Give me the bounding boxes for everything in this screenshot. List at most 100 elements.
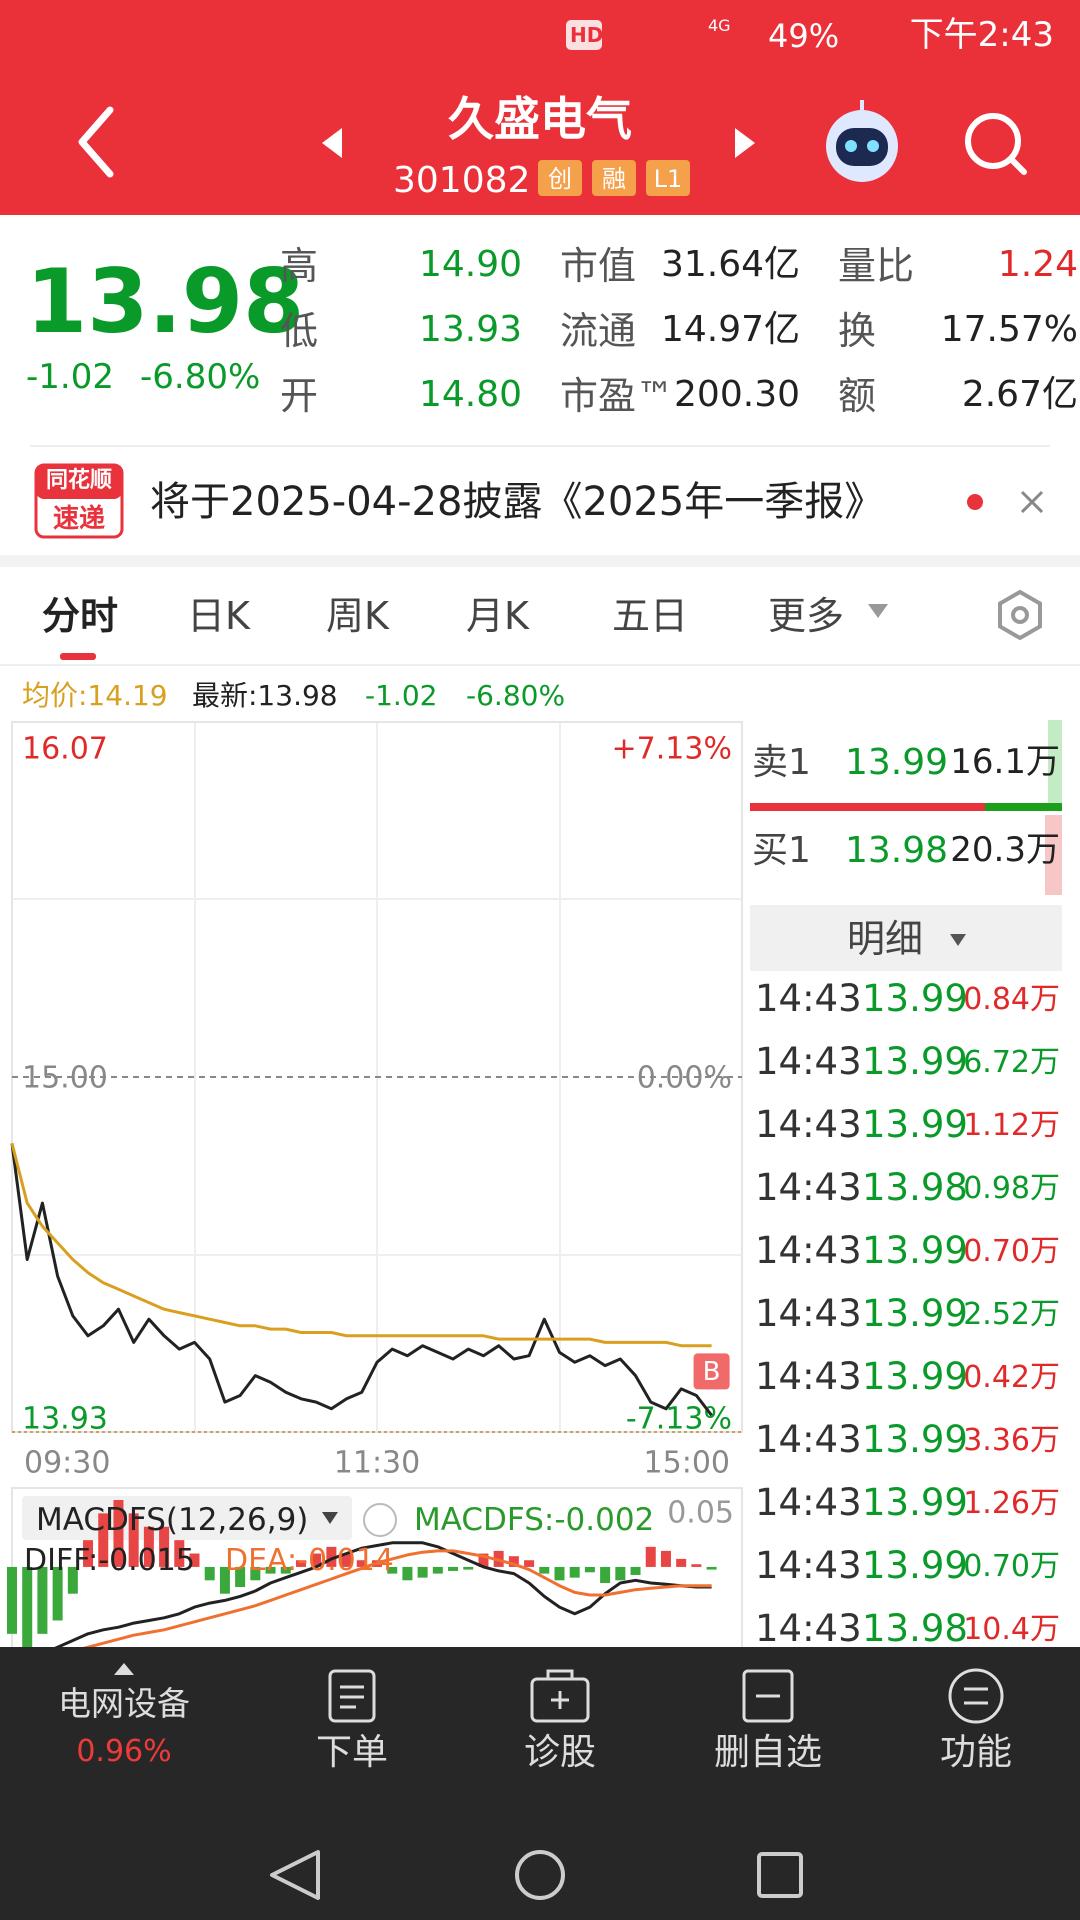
macd-bar [311, 1553, 322, 1567]
ask-depth [1048, 720, 1062, 804]
back-icon[interactable] [78, 106, 114, 178]
info-change-pct: -6.80% [466, 679, 566, 712]
unread-dot [967, 494, 983, 510]
macd-bar [448, 1566, 459, 1571]
trade-volume: 1.26万 [963, 1486, 1060, 1521]
macd-bar [52, 1566, 63, 1621]
function-icon[interactable] [948, 1668, 1004, 1724]
trade-price: 13.99 [862, 1040, 968, 1083]
macd-bar [219, 1566, 230, 1594]
trade-volume: 0.70万 [963, 1549, 1060, 1584]
macd-bar [676, 1558, 687, 1567]
sector-arrow[interactable] [114, 1663, 134, 1675]
price-change: -1.02 [26, 357, 114, 397]
stat-label: 市盈™ [560, 374, 675, 418]
close-icon[interactable] [1020, 490, 1044, 514]
stat-value: 17.57% [940, 309, 1078, 350]
prev-icon[interactable] [322, 128, 342, 158]
macd-title[interactable]: MACDFS(12,26,9) [36, 1502, 309, 1538]
dea-readout: DEA:-0.014 [225, 1543, 394, 1578]
trade-volume: 0.84万 [963, 982, 1060, 1017]
trade-volume: 0.70万 [963, 1234, 1060, 1269]
macd-bar [204, 1566, 215, 1581]
order-icon[interactable] [328, 1669, 376, 1723]
section-gap [0, 555, 1080, 567]
badge-bg [646, 160, 690, 196]
nav-button[interactable]: 诊股 [523, 1732, 596, 1773]
nav-button[interactable]: 功能 [939, 1732, 1012, 1773]
trade-price: 13.98 [862, 1166, 968, 1209]
macd-bar [37, 1566, 48, 1634]
macd-bar [584, 1566, 595, 1573]
y-tick-label: 13.93 [22, 1402, 108, 1437]
macd-bar [554, 1566, 565, 1581]
macd-bar [67, 1566, 78, 1594]
news-logo-top: 同花顺 [45, 468, 112, 493]
remove-icon[interactable] [742, 1669, 794, 1723]
sys-home[interactable] [515, 1850, 565, 1900]
stat-value: 14.80 [418, 374, 522, 415]
stock-code: 301082 [393, 160, 531, 201]
macd-bar [113, 1500, 124, 1567]
robot-icon[interactable] [826, 100, 898, 182]
settings-icon[interactable] [998, 589, 1042, 641]
settings-icon-core [1011, 606, 1029, 624]
macd-line [54, 1541, 712, 1647]
nav-icons [114, 1663, 1004, 1900]
macd-bar [539, 1566, 550, 1574]
tab-underline [60, 653, 96, 660]
info-change: -1.02 [365, 679, 438, 712]
macd-arrow[interactable] [322, 1512, 338, 1524]
last-price: 13.98 [26, 250, 305, 353]
trade-price: 13.99 [862, 1355, 968, 1398]
nav-button[interactable]: 下单 [315, 1732, 388, 1773]
macd-bar [478, 1553, 489, 1567]
macd-bar [508, 1556, 519, 1567]
y-tick-label: 0.05 [667, 1496, 734, 1531]
trade-time: 14:43 [755, 1040, 862, 1083]
x-tick-label: 15:00 [644, 1446, 730, 1481]
stat-label: 市值 [560, 244, 637, 288]
ask-volume: 16.1万 [950, 742, 1060, 782]
divider [30, 445, 1050, 447]
news-text[interactable]: 将于2025-04-28披露《2025年一季报》 [150, 479, 885, 525]
macd-bar [569, 1566, 580, 1578]
x-tick-label: 11:30 [334, 1446, 420, 1481]
macd-bar [615, 1566, 626, 1581]
price-change-pct: -6.80% [140, 357, 261, 397]
tab[interactable]: 周K [326, 594, 389, 638]
macd-bar [600, 1566, 611, 1583]
trade-price: 13.99 [862, 1103, 968, 1146]
trade-volume: 6.72万 [963, 1045, 1060, 1080]
sys-back[interactable] [270, 1850, 320, 1900]
tab[interactable]: 月K [466, 594, 529, 638]
macd-bar [143, 1526, 154, 1567]
tab[interactable]: 日K [187, 594, 250, 638]
stat-label: 低 [280, 309, 319, 353]
y2-tick-label: +7.13% [612, 732, 732, 767]
more-arrow[interactable] [868, 604, 888, 618]
macd-bar [660, 1550, 671, 1567]
sector-name[interactable]: 电网设备 [58, 1684, 190, 1723]
bid-price: 13.98 [845, 830, 949, 871]
trade-volume: 3.36万 [963, 1423, 1060, 1458]
macd-bar [159, 1526, 170, 1567]
tab[interactable]: 更多 [768, 594, 845, 638]
help-icon[interactable] [363, 1503, 397, 1537]
trade-volume: 0.98万 [963, 1171, 1060, 1206]
tab[interactable]: 分时 [42, 594, 119, 638]
stat-label: 额 [838, 374, 877, 418]
trade-time: 14:43 [755, 1481, 862, 1524]
macd-bar [98, 1513, 109, 1567]
search-icon[interactable] [965, 113, 1027, 175]
tab[interactable]: 五日 [612, 594, 689, 638]
trades-arrow[interactable] [950, 934, 966, 946]
next-icon[interactable] [735, 128, 755, 158]
macd-bar [22, 1566, 33, 1647]
stat-label: 换 [838, 309, 877, 353]
diagnose-icon[interactable] [530, 1677, 590, 1723]
macd-bar [189, 1553, 200, 1567]
sys-recent[interactable] [757, 1852, 803, 1898]
nav-button[interactable]: 删自选 [713, 1732, 822, 1773]
trades-title[interactable]: 明细 [846, 917, 923, 961]
